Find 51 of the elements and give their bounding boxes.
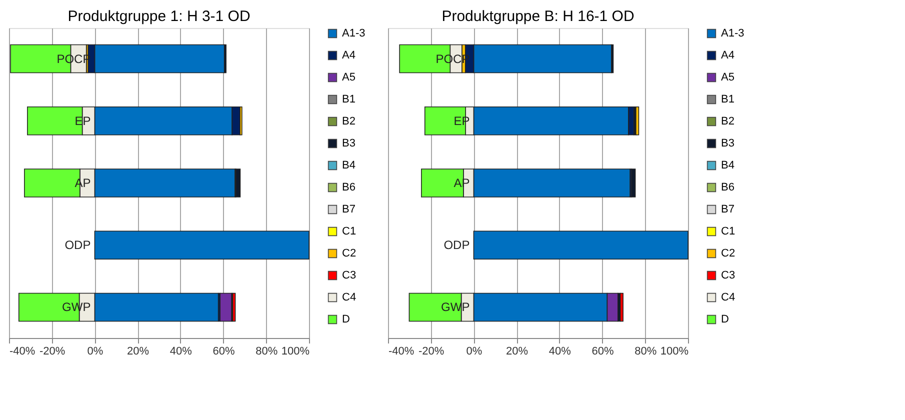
legend-label: C1 — [342, 226, 356, 238]
legend-label: B6 — [342, 182, 356, 194]
y-tick-label: EP — [74, 114, 91, 128]
legend-label: D — [342, 314, 350, 326]
x-tick-label: 100% — [281, 346, 310, 358]
legend-label: B1 — [721, 94, 734, 106]
x-tick-label: 60% — [592, 346, 614, 358]
y-tick-label: ODP — [64, 238, 91, 252]
legend-label: C3 — [342, 270, 356, 282]
legend-label: B3 — [342, 138, 356, 150]
y-tick-label: POCP — [436, 52, 470, 66]
legend-label: A5 — [721, 72, 734, 84]
chart-title: Produktgruppe 1: H 3-1 OD — [68, 8, 250, 25]
x-tick-label: -40% — [10, 346, 36, 358]
x-tick-label: 20% — [506, 346, 528, 358]
x-tick-label: 40% — [170, 346, 192, 358]
chart-title: Produktgruppe B: H 16-1 OD — [442, 8, 634, 25]
x-tick-label: 80% — [256, 346, 278, 358]
legend-label: B2 — [342, 116, 356, 128]
legend-label: B3 — [721, 138, 734, 150]
x-tick-label: 100% — [660, 346, 689, 358]
legend-label: D — [721, 314, 729, 326]
x-tick-label: 0% — [466, 346, 482, 358]
legend-label: B6 — [721, 182, 734, 194]
x-tick-label: 0% — [87, 346, 104, 358]
x-tick-label: 40% — [548, 346, 572, 358]
legend-label: A1-3 — [342, 28, 366, 40]
legend-label: C3 — [721, 270, 736, 282]
y-tick-label: ODP — [444, 238, 470, 252]
x-tick-label: -20% — [418, 346, 444, 358]
x-tick-label: 80% — [634, 346, 657, 358]
legend-label: B2 — [721, 116, 734, 128]
legend-label: B7 — [342, 204, 356, 216]
x-tick-label: 60% — [212, 346, 236, 358]
x-tick-label: -20% — [40, 346, 66, 358]
legend-label: B4 — [721, 160, 734, 172]
legend-label: A1-3 — [721, 28, 744, 40]
legend-label: B4 — [342, 160, 356, 172]
legend-label: C1 — [721, 226, 736, 238]
legend-label: A5 — [342, 72, 356, 84]
x-tick-label: -40% — [388, 346, 414, 358]
legend-label: A4 — [342, 50, 356, 62]
legend-label: C4 — [721, 292, 736, 304]
x-tick-label: 20% — [127, 346, 150, 358]
legend-label: B1 — [342, 94, 356, 106]
legend-label: C4 — [342, 292, 356, 304]
legend-label: B7 — [721, 204, 734, 216]
legend-label: C2 — [342, 248, 356, 260]
y-tick-label: POCP — [56, 52, 91, 66]
legend-label: C2 — [721, 248, 736, 260]
legend-label: A4 — [721, 50, 734, 62]
